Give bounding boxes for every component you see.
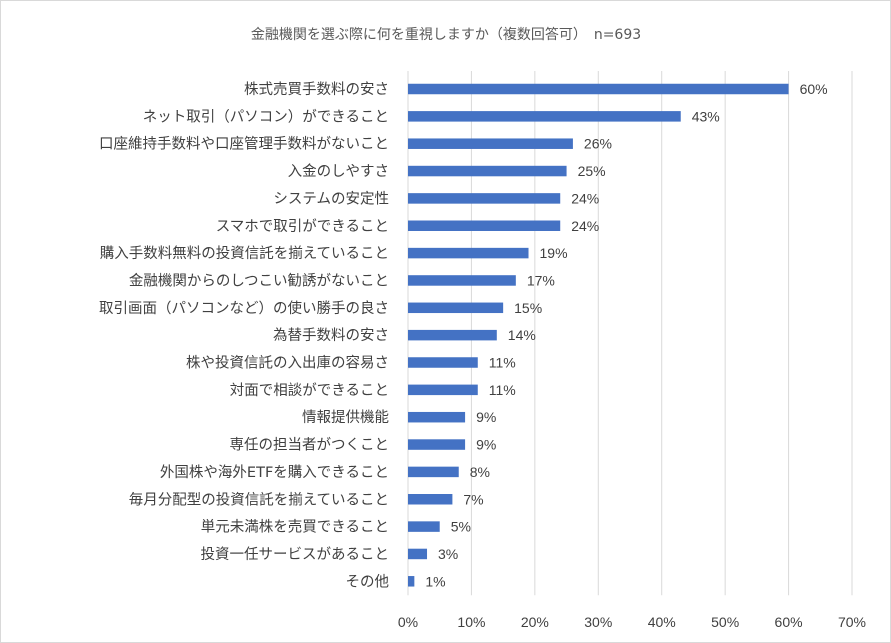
bar bbox=[408, 83, 789, 95]
category-label: その他 bbox=[346, 573, 390, 590]
category-label: スマホで取引ができること bbox=[216, 218, 389, 235]
grid-lines bbox=[407, 71, 853, 596]
bar bbox=[408, 521, 440, 532]
bar bbox=[408, 439, 466, 450]
x-tick-label: 20% bbox=[521, 614, 549, 630]
x-tick-label: 0% bbox=[398, 614, 418, 630]
bar bbox=[408, 302, 504, 314]
data-label: 26% bbox=[584, 136, 612, 152]
data-label: 5% bbox=[451, 519, 471, 535]
category-label: 株式売買手数料の安さ bbox=[244, 81, 389, 98]
data-label: 25% bbox=[578, 163, 606, 179]
category-label: 取引画面（パソコンなど）の使い勝手の良さ bbox=[99, 300, 389, 317]
category-label: 情報提供機能 bbox=[302, 409, 389, 426]
data-label: 24% bbox=[571, 190, 599, 206]
bar bbox=[408, 576, 415, 587]
bar bbox=[408, 247, 529, 259]
data-label: 3% bbox=[438, 546, 458, 562]
data-label: 9% bbox=[476, 437, 496, 453]
category-label: 外国株や海外ETFを購入できること bbox=[160, 464, 389, 481]
bar bbox=[408, 411, 466, 423]
data-label: 24% bbox=[571, 218, 599, 234]
category-label: システムの安定性 bbox=[273, 190, 389, 207]
data-label: 8% bbox=[470, 464, 490, 480]
x-tick-label: 60% bbox=[775, 614, 803, 630]
bar bbox=[408, 548, 428, 560]
category-label: 為替手数料の安さ bbox=[273, 327, 389, 344]
data-label: 1% bbox=[425, 573, 445, 589]
category-label: 単元未満株を売買できること bbox=[201, 519, 389, 536]
bar bbox=[408, 138, 573, 149]
data-label: 15% bbox=[514, 300, 542, 316]
x-axis-ticks: 0% 10% 20% 30% 40% 50% 60% 70% bbox=[398, 614, 866, 630]
bar bbox=[408, 329, 497, 341]
chart-title: 金融機関を選ぶ際に何を重視しますか（複数回答可） n=693 bbox=[251, 26, 641, 43]
x-tick-label: 70% bbox=[838, 614, 866, 630]
category-label: 株や投資信託の入出庫の容易さ bbox=[186, 355, 389, 372]
category-labels: 株式売買手数料の安さネット取引（パソコン）ができること口座維持手数料や口座管理手… bbox=[99, 81, 389, 590]
category-label: 金融機関からのしつこい勧誘がないこと bbox=[129, 272, 389, 289]
data-label: 7% bbox=[463, 491, 483, 507]
category-label: 専任の担当者がつくこと bbox=[230, 437, 390, 454]
x-tick-label: 10% bbox=[457, 614, 485, 630]
x-tick-label: 30% bbox=[584, 614, 612, 630]
bar bbox=[408, 193, 561, 204]
data-label: 60% bbox=[800, 81, 828, 97]
bar bbox=[408, 357, 478, 368]
data-label: 11% bbox=[489, 382, 516, 398]
category-label: 入金のしやすさ bbox=[288, 163, 389, 180]
data-label: 19% bbox=[540, 245, 568, 261]
category-label: 購入手数料無料の投資信託を揃えていること bbox=[100, 245, 389, 262]
data-label: 11% bbox=[489, 355, 516, 371]
bar bbox=[408, 275, 516, 286]
data-label: 14% bbox=[508, 327, 536, 343]
bar bbox=[408, 220, 561, 231]
category-label: ネット取引（パソコン）ができること bbox=[143, 108, 389, 125]
category-label: 投資一任サービスがあること bbox=[201, 546, 390, 563]
bar bbox=[408, 384, 478, 396]
bars bbox=[408, 83, 789, 587]
data-label: 17% bbox=[527, 272, 555, 288]
data-label: 43% bbox=[692, 108, 720, 124]
bar bbox=[408, 111, 681, 122]
category-label: 対面で相談ができること bbox=[230, 382, 389, 399]
category-label: 毎月分配型の投資信託を揃えていること bbox=[129, 491, 389, 508]
x-tick-label: 50% bbox=[711, 614, 739, 630]
bar bbox=[408, 494, 453, 505]
bar bbox=[408, 165, 567, 177]
category-label: 口座維持手数料や口座管理手数料がないこと bbox=[99, 136, 389, 153]
data-labels: 60%43%26%25%24%24%19%17%15%14%11%11%9%9%… bbox=[425, 81, 827, 589]
x-tick-label: 40% bbox=[648, 614, 676, 630]
data-label: 9% bbox=[476, 409, 496, 425]
bar bbox=[408, 466, 459, 478]
